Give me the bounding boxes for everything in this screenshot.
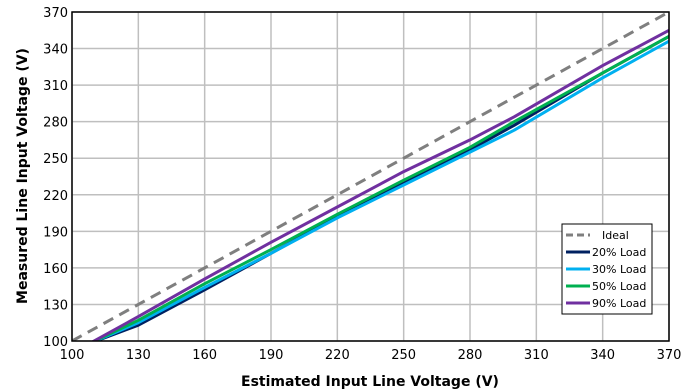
- y-tick-label: 220: [43, 189, 68, 204]
- y-tick-label: 280: [43, 116, 68, 131]
- y-tick-label: 310: [43, 79, 68, 94]
- x-tick-label: 160: [192, 348, 217, 363]
- y-tick-label: 250: [43, 152, 68, 167]
- y-tick-label: 160: [43, 262, 68, 277]
- legend-label: 20% Load: [592, 246, 646, 259]
- x-tick-label: 340: [590, 348, 615, 363]
- y-tick-label: 190: [43, 225, 68, 240]
- y-tick-label: 340: [43, 43, 68, 58]
- legend-label: Ideal: [602, 229, 629, 242]
- y-tick-labels: 100 130 160 190 220 250 280 310 340 370: [43, 6, 68, 350]
- y-tick-label: 100: [43, 335, 68, 350]
- legend: Ideal 20% Load 30% Load 50% Load 90% Load: [561, 223, 653, 315]
- legend-label: 30% Load: [592, 263, 646, 276]
- x-tick-label: 310: [524, 348, 549, 363]
- x-axis-title: Estimated Input Line Voltage (V): [241, 374, 499, 390]
- y-tick-label: 370: [43, 6, 68, 21]
- series-line-50pct-load: [91, 35, 669, 341]
- series-line-30pct-load: [91, 39, 669, 341]
- x-tick-label: 280: [458, 348, 483, 363]
- y-axis-title: Measured Line Input Voltage (V): [15, 48, 31, 304]
- y-tick-label: 130: [43, 298, 68, 313]
- x-tick-label: 190: [259, 348, 284, 363]
- series-line-20pct-load: [91, 35, 669, 341]
- legend-label: 90% Load: [592, 297, 646, 310]
- series-line-ideal: [72, 12, 669, 341]
- series-layer: [72, 12, 669, 341]
- x-tick-label: 100: [60, 348, 85, 363]
- x-tick-labels: 100 130 160 190 220 250 280 310 340 370: [60, 348, 682, 363]
- x-tick-label: 220: [325, 348, 350, 363]
- x-tick-label: 250: [391, 348, 416, 363]
- legend-label: 50% Load: [592, 280, 646, 293]
- series-line-90pct-load: [90, 28, 669, 341]
- x-tick-label: 130: [126, 348, 151, 363]
- plot-frame: [71, 11, 670, 342]
- x-tick-label: 370: [657, 348, 682, 363]
